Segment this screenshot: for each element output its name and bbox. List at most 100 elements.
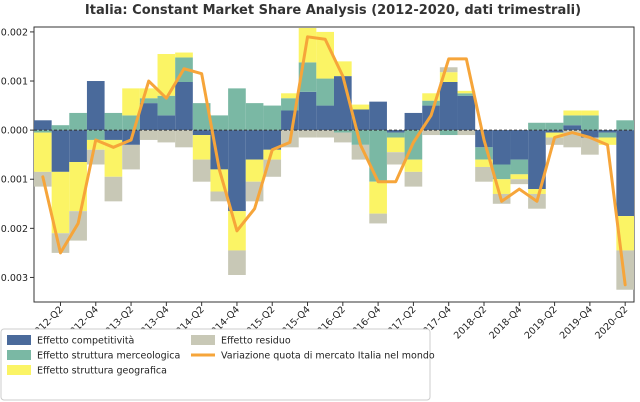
line-series: [41, 35, 627, 287]
legend-swatch-3: [191, 335, 215, 345]
bar-0-2018-Q3: [492, 130, 511, 165]
bar-3-2014-Q3: [210, 191, 229, 202]
bar-2-2017-Q4: [439, 72, 458, 82]
legend-swatch-1: [7, 350, 31, 360]
bar-1-2012-Q3: [69, 112, 87, 131]
bar-0-2012-Q4: [86, 81, 105, 131]
bar-0-2017-Q1: [386, 130, 405, 133]
bar-1-2017-Q4: [439, 130, 458, 136]
bar-2-2016-Q4: [369, 181, 387, 214]
bar-2-2014-Q2: [192, 135, 211, 160]
chart-title: Italia: Constant Market Share Analysis (…: [85, 3, 581, 18]
bar-2-2017-Q3: [422, 93, 440, 101]
y-tick-label: 0.001: [1, 77, 28, 88]
bar-0-2018-Q1: [457, 95, 476, 131]
bar-0-2012-Q2: [51, 130, 70, 172]
bar-1-2012-Q4: [86, 130, 105, 140]
bar-0-2019-Q2: [545, 130, 564, 133]
bar-3-2016-Q2: [334, 132, 352, 143]
bar-1-2019-Q1: [528, 122, 546, 131]
bar-2-2015-Q3: [281, 93, 299, 99]
bar-1-2016-Q4: [369, 130, 387, 182]
bar-2-2012-Q1: [34, 132, 52, 172]
bar-2-2016-Q1: [316, 31, 334, 79]
bar-0-2014-Q2: [192, 130, 211, 136]
bar-1-2018-Q1: [457, 93, 476, 96]
y-tick-label: 0.000: [1, 126, 28, 137]
bar-1-2019-Q4: [581, 115, 599, 131]
bar-1-2014-Q4: [228, 88, 246, 131]
bar-2-2019-Q3: [563, 110, 582, 116]
bar-0-2019-Q1: [528, 130, 546, 190]
bar-3-2014-Q1: [175, 130, 193, 148]
bar-0-2015-Q2: [263, 130, 282, 150]
bar-1-2014-Q3: [210, 115, 229, 131]
bar-1-2013-Q4: [157, 95, 176, 116]
bar-3-2014-Q2: [192, 159, 211, 182]
y-tick-label: −0.003: [0, 273, 28, 284]
legend-label-2: Effetto struttura geografica: [37, 366, 167, 377]
bar-3-2014-Q4: [228, 250, 246, 275]
bar-2-2017-Q2: [404, 159, 423, 172]
bar-1-2018-Q4: [510, 159, 529, 175]
bar-1-2012-Q2: [51, 125, 70, 131]
legend-label-1: Effetto struttura merceologica: [37, 351, 180, 362]
bar-0-2019-Q3: [563, 125, 582, 131]
bar-0-2018-Q4: [510, 130, 529, 160]
bar-3-2019-Q4: [581, 137, 599, 155]
legend-label-3: Effetto residuo: [221, 336, 291, 347]
legend-box: [0, 328, 431, 401]
bar-1-2014-Q2: [192, 103, 211, 131]
bar-3-2018-Q1: [457, 130, 476, 136]
bar-1-2020-Q2: [616, 120, 634, 131]
bar-2-2019-Q1: [528, 189, 546, 194]
bar-0-2013-Q4: [157, 115, 176, 131]
y-tick-label: 0.002: [1, 27, 28, 38]
x-tick-label: 2018-Q4: [487, 304, 524, 341]
bar-0-2019-Q4: [581, 130, 599, 138]
legend: Effetto competitività Effetto struttura m…: [0, 328, 435, 401]
bar-2-2018-Q2: [475, 159, 493, 167]
bar-0-2014-Q4: [228, 130, 246, 212]
bar-0-2020-Q1: [598, 130, 617, 133]
bar-3-2017-Q1: [386, 152, 405, 165]
bar-3-2015-Q4: [298, 130, 317, 138]
plot-area: −0.003−0.002−0.0010.0000.0010.0022012-Q2…: [0, 26, 635, 341]
bar-0-2013-Q3: [139, 103, 158, 131]
bar-1-2013-Q1: [104, 112, 123, 131]
bar-0-2012-Q3: [69, 130, 87, 163]
x-tick-label: 2019-Q4: [558, 304, 595, 341]
bar-0-2013-Q1: [104, 130, 123, 140]
bar-0-2012-Q1: [34, 120, 52, 131]
bar-2-2012-Q2: [51, 171, 70, 234]
bar-2-2013-Q1: [104, 139, 123, 177]
bar-1-2020-Q1: [598, 132, 617, 138]
bar-3-2013-Q3: [139, 130, 158, 140]
bar-3-2017-Q4: [439, 67, 458, 73]
bar-2-2018-Q1: [457, 90, 476, 94]
bar-2-2020-Q1: [598, 137, 617, 145]
bar-2-2013-Q3: [139, 88, 158, 99]
bar-0-2017-Q4: [439, 82, 458, 131]
x-tick-label: 2018-Q2: [452, 304, 489, 341]
bar-2-2019-Q2: [545, 132, 564, 138]
bar-3-2018-Q2: [475, 166, 493, 182]
bar-0-2015-Q4: [298, 91, 317, 131]
x-tick-label: 2020-Q2: [593, 304, 630, 341]
bar-3-2018-Q4: [510, 179, 529, 185]
bar-1-2015-Q2: [263, 105, 282, 131]
bar-2-2017-Q1: [386, 137, 405, 153]
bar-2-2013-Q4: [157, 54, 176, 96]
bar-2-2012-Q3: [69, 162, 87, 212]
x-tick-label: 2019-Q2: [523, 304, 560, 341]
bar-1-2016-Q2: [334, 130, 352, 133]
bar-0-2016-Q4: [369, 101, 387, 131]
bar-1-2016-Q1: [316, 78, 334, 106]
bar-1-2013-Q3: [139, 98, 158, 104]
bar-3-2013-Q4: [157, 130, 176, 143]
bar-1-2018-Q3: [492, 164, 511, 180]
bar-0-2020-Q2: [616, 130, 634, 217]
bar-2-2016-Q3: [351, 104, 370, 110]
y-tick-label: −0.002: [0, 224, 28, 235]
